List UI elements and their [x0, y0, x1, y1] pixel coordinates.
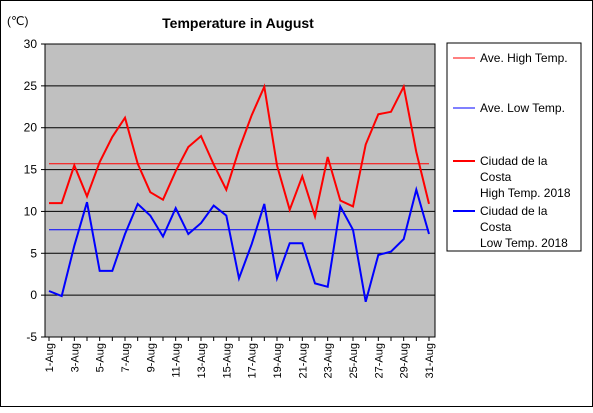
x-tick-label: 7-Aug [120, 343, 132, 372]
legend-label-3: Low Temp. 2018 [480, 236, 568, 250]
y-tick-label: 0 [30, 288, 37, 302]
legend-label-1: Ave. Low Temp. [480, 101, 565, 115]
legend-label-3: Ciudad de la [480, 204, 548, 218]
y-tick-label: -5 [26, 330, 37, 344]
legend-label-2: High Temp. 2018 [480, 186, 571, 200]
x-tick-label: 11-Aug [171, 343, 183, 378]
x-tick-label: 25-Aug [348, 343, 360, 378]
x-tick-label: 31-Aug [424, 343, 436, 378]
x-tick-label: 3-Aug [69, 343, 81, 372]
x-tick-label: 21-Aug [297, 343, 309, 378]
x-tick-label: 9-Aug [145, 343, 157, 372]
unit-label: (℃) [7, 14, 28, 28]
legend-label-0: Ave. High Temp. [480, 51, 568, 65]
x-tick-label: 29-Aug [399, 343, 411, 378]
x-tick-label: 27-Aug [373, 343, 385, 378]
x-tick-label: 15-Aug [221, 343, 233, 378]
x-tick-label: 5-Aug [95, 343, 107, 372]
legend-label-3: Costa [480, 220, 512, 234]
y-tick-label: 10 [24, 204, 38, 218]
legend-label-2: Costa [480, 170, 512, 184]
legend-label-2: Ciudad de la [480, 154, 548, 168]
plot-area [44, 43, 436, 338]
x-tick-label: 17-Aug [247, 343, 259, 378]
y-tick-label: 20 [24, 121, 38, 135]
x-tick-label: 19-Aug [272, 343, 284, 378]
y-tick-label: 5 [30, 246, 37, 260]
x-tick-label: 13-Aug [196, 343, 208, 378]
chart-title: Temperature in August [162, 15, 314, 31]
y-tick-label: 25 [24, 79, 38, 93]
y-tick-label: 30 [24, 37, 38, 51]
legend-box [446, 42, 582, 252]
x-tick-label: 23-Aug [323, 343, 335, 378]
series-line-3 [48, 185, 430, 303]
y-tick-label: 15 [24, 163, 38, 177]
series-line-2 [49, 83, 430, 221]
x-tick-label: 1-Aug [44, 343, 56, 372]
